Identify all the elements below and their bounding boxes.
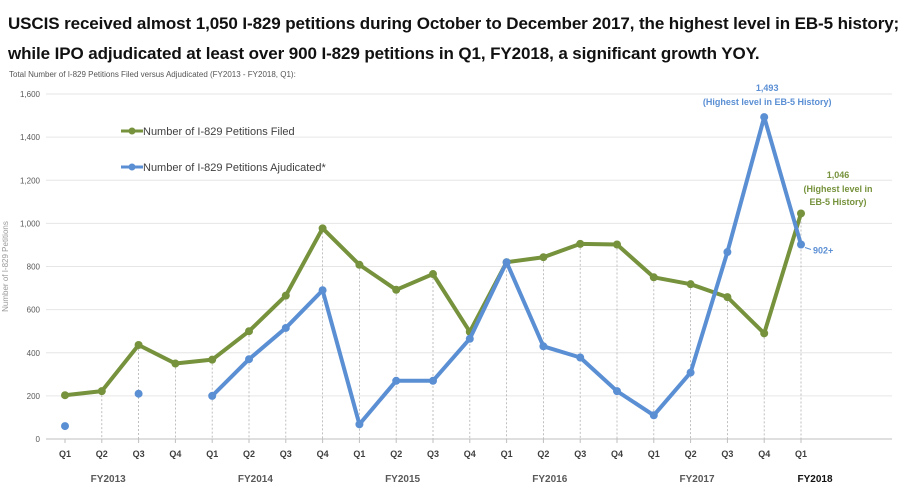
x-tick-label: Q2 — [685, 449, 697, 459]
annotation-value: 902+ — [813, 246, 833, 256]
legend: Number of I-829 Petitions Filed Number of… — [121, 126, 327, 174]
fiscal-year-label: FY2018 — [797, 474, 832, 485]
y-tick-label: 1,200 — [20, 176, 41, 185]
data-point — [686, 368, 695, 377]
data-point — [392, 376, 401, 385]
data-point — [245, 327, 253, 336]
fiscal-year-label: FY2015 — [385, 474, 420, 485]
drop-lines — [101, 213, 802, 439]
data-point — [539, 342, 548, 351]
data-point — [502, 258, 511, 267]
x-tick-label: Q1 — [206, 449, 218, 459]
data-point — [649, 273, 658, 282]
data-point — [723, 248, 732, 257]
y-tick-label: 1,000 — [20, 219, 41, 228]
data-point — [281, 323, 290, 332]
y-tick-label: 800 — [27, 263, 41, 272]
y-axis-label: Number of I-829 Petitions — [1, 221, 10, 312]
data-point — [429, 270, 437, 279]
data-point — [760, 113, 769, 122]
y-tick-label: 400 — [27, 349, 41, 358]
annotation-note: EB-5 History) — [809, 197, 866, 207]
x-tick-label: Q4 — [317, 449, 329, 459]
series-layer — [61, 113, 805, 431]
x-tick-label: Q4 — [464, 449, 476, 459]
x-tick-label: Q3 — [721, 449, 733, 459]
annotation-value: 1,046 — [827, 170, 850, 180]
y-tick-label: 0 — [36, 435, 41, 444]
data-point — [355, 260, 364, 269]
x-tick-label: Q3 — [574, 449, 586, 459]
fiscal-year-label: FY2013 — [91, 474, 126, 485]
data-point — [61, 391, 69, 400]
data-point — [97, 387, 106, 396]
annotations: 1,493 (Highest level in EB-5 History) 1,04… — [703, 83, 873, 256]
annotation-note: (Highest level in — [803, 184, 872, 194]
data-point — [245, 355, 253, 364]
x-tick-label: Q4 — [758, 449, 770, 459]
series-adjudicated — [61, 113, 805, 431]
data-point — [465, 334, 474, 343]
x-tick-label: Q3 — [133, 449, 145, 459]
legend-swatch-marker — [128, 127, 136, 135]
data-point — [539, 253, 548, 262]
y-tick-label: 1,400 — [20, 133, 41, 142]
gridlines — [46, 93, 892, 397]
data-point — [318, 224, 327, 233]
x-tick-label: Q3 — [427, 449, 439, 459]
y-tick-label: 200 — [27, 392, 41, 401]
data-point — [392, 285, 401, 294]
y-tick-label: 1,600 — [20, 90, 41, 99]
data-point — [760, 329, 769, 338]
annotation-leader — [804, 247, 812, 250]
x-tick-label: Q1 — [59, 449, 71, 459]
legend-label: Number of I-829 Petitions Ajudicated* — [143, 162, 327, 174]
x-tick-label: Q2 — [537, 449, 549, 459]
data-point — [318, 286, 327, 295]
x-tick-label: Q1 — [501, 449, 513, 459]
data-point — [355, 420, 364, 429]
x-tick-label: Q1 — [353, 449, 365, 459]
data-point — [797, 209, 805, 218]
annotation-value: 1,493 — [756, 83, 779, 93]
fiscal-year-label: FY2014 — [238, 474, 273, 485]
data-point — [208, 355, 217, 364]
data-point — [576, 239, 585, 248]
y-tick-label: 600 — [27, 306, 41, 315]
data-point — [61, 422, 69, 431]
data-point — [576, 353, 585, 362]
x-axis: Q1 Q2 Q3 Q4 Q1 Q2 Q3 Q4 Q1 Q2 Q3 Q4 Q1 Q2 Q3 Q4 Q1 Q2 Q3 Q4… — [59, 439, 833, 485]
x-tick-label: Q1 — [795, 449, 807, 459]
x-tick-label: Q1 — [648, 449, 660, 459]
data-point — [613, 387, 621, 396]
data-point — [134, 340, 143, 349]
data-point — [686, 280, 695, 289]
data-point — [171, 359, 180, 368]
annotation-note: (Highest level in EB-5 History) — [703, 97, 832, 107]
data-point — [797, 240, 805, 249]
data-point — [649, 411, 658, 420]
legend-label: Number of I-829 Petitions Filed — [143, 126, 295, 138]
x-tick-label: Q4 — [611, 449, 623, 459]
data-point — [723, 293, 732, 302]
y-axis: 0 200 400 600 800 1,000 1,200 1,400 1,600 Number … — [1, 90, 892, 444]
fiscal-year-label: FY2017 — [679, 474, 714, 485]
chart-title: Total Number of I-829 Petitions Filed ve… — [9, 70, 296, 79]
headline-line-2: while IPO adjudicated at least over 900 … — [8, 44, 760, 63]
x-tick-label: Q2 — [390, 449, 402, 459]
data-point — [281, 291, 290, 300]
x-tick-label: Q2 — [96, 449, 108, 459]
fiscal-year-label: FY2016 — [532, 474, 567, 485]
headline-line-1: USCIS received almost 1,050 I-829 petiti… — [8, 14, 900, 33]
x-tick-label: Q2 — [243, 449, 255, 459]
legend-swatch-marker — [128, 163, 136, 171]
data-point — [429, 376, 437, 385]
data-point — [208, 391, 217, 400]
x-tick-label: Q4 — [169, 449, 181, 459]
data-point — [134, 389, 143, 398]
x-tick-label: Q3 — [280, 449, 292, 459]
data-point — [613, 240, 621, 249]
